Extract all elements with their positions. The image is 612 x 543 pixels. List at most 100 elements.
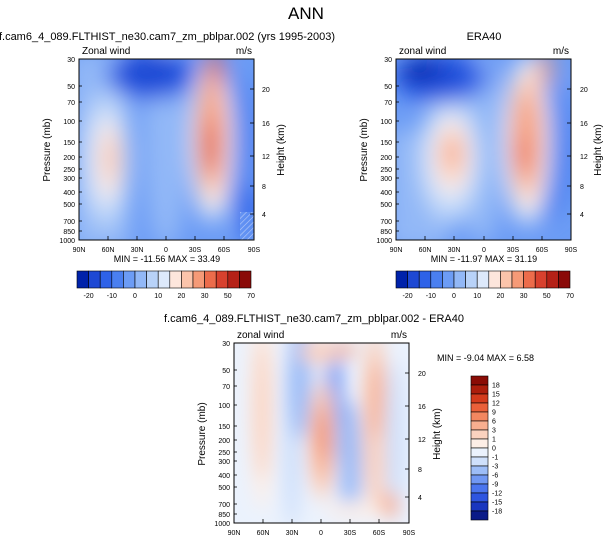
- y2-tick-label: 12: [418, 437, 426, 444]
- panel-era40-ylabel: Pressure (mb): [359, 118, 370, 181]
- colorbar-tick-label: 50: [543, 293, 551, 300]
- colorbar-bin: [99, 270, 113, 289]
- y-tick-label: 70: [222, 384, 230, 391]
- y2-tick-label: 8: [418, 467, 422, 474]
- panel-difference: f.cam6_4_089.FLTHIST_ne30.cam7_zm_pblpar…: [164, 313, 534, 537]
- panel-era40-title: ERA40: [467, 31, 502, 43]
- panel-era40-stats: MIN = -11.97 MAX = 31.19: [431, 254, 537, 264]
- panel-diff-left-label: zonal wind: [237, 330, 284, 341]
- colorbar-bin: [470, 375, 489, 386]
- colorbar-bin: [470, 465, 489, 476]
- y-tick-label: 200: [218, 438, 230, 445]
- colorbar-tick-label: -1: [492, 455, 498, 462]
- panel-model-stats: MIN = -11.56 MAX = 33.49: [114, 254, 220, 264]
- panel-era40-y2-ticks: 20 16 12 8 4: [580, 87, 588, 219]
- y2-tick-label: 8: [580, 184, 584, 191]
- x-tick-label: 60S: [536, 247, 549, 254]
- y-tick-label: 400: [218, 473, 230, 480]
- panel-model-left-label: Zonal wind: [82, 46, 130, 57]
- colorbar-bin: [442, 270, 455, 289]
- y-tick-label: 400: [63, 190, 75, 197]
- x-tick-label: 60N: [257, 530, 270, 537]
- panel-era40-units: m/s: [553, 46, 569, 57]
- y-tick-label: 250: [380, 167, 392, 174]
- y-tick-label: 700: [218, 502, 230, 509]
- colorbar-bin: [470, 393, 489, 404]
- colorbar-tick-label: 0: [452, 293, 456, 300]
- y2-tick-label: 8: [262, 184, 266, 191]
- y2-tick-label: 20: [262, 87, 270, 94]
- colorbar-tick-label: -20: [403, 293, 413, 300]
- colorbar-bin: [470, 483, 489, 494]
- colorbar-bin: [215, 270, 229, 289]
- y-tick-label: 150: [218, 424, 230, 431]
- colorbar-tick-label: -3: [492, 464, 498, 471]
- colorbar-bin: [470, 438, 489, 449]
- y-tick-label: 30: [67, 57, 75, 64]
- colorbar-bin: [192, 270, 205, 289]
- colorbar-bin: [488, 270, 501, 289]
- panel-model-y2-ticks: 20 16 12 8 4: [262, 87, 270, 219]
- colorbar-model: -20 -10 0 10 20 30 50 70: [76, 270, 255, 300]
- colorbar-tick-label: 70: [566, 293, 574, 300]
- panel-model-title: f.cam6_4_089.FLTHIST_ne30.cam7_zm_pblpar…: [0, 31, 335, 43]
- panel-diff-y2label: Height (km): [432, 408, 443, 460]
- colorbar-bin: [546, 270, 559, 289]
- y2-tick-label: 4: [262, 212, 266, 219]
- colorbar-bin: [558, 270, 571, 289]
- colorbar-bin: [157, 270, 171, 289]
- colorbar-bin: [169, 270, 182, 289]
- panel-diff-frame: [233, 342, 410, 524]
- x-tick-label: 30N: [286, 530, 299, 537]
- panel-diff-x-ticks: 90N 60N 30N 0 30S 60S 90S: [228, 530, 416, 537]
- y-tick-label: 100: [63, 119, 75, 126]
- x-tick-label: 30N: [131, 247, 144, 254]
- y2-tick-label: 16: [262, 121, 270, 128]
- colorbar-bin: [76, 270, 89, 289]
- y-tick-label: 50: [384, 84, 392, 91]
- x-tick-label: 30S: [189, 247, 202, 254]
- colorbar-bin: [534, 270, 548, 289]
- colorbar-tick-label: -18: [492, 509, 502, 516]
- colorbar-bin: [430, 270, 443, 289]
- y2-tick-label: 20: [418, 371, 426, 378]
- panel-era40: ERA40 zonal wind m/s: [359, 31, 604, 264]
- colorbar-bin: [134, 270, 147, 289]
- y-tick-label: 1000: [214, 521, 230, 528]
- y-tick-label: 500: [63, 202, 75, 209]
- colorbar-tick-label: -15: [492, 500, 502, 507]
- colorbar-tick-label: 50: [224, 293, 232, 300]
- colorbar-tick-label: 20: [497, 293, 505, 300]
- panel-era40-left-label: zonal wind: [399, 46, 446, 57]
- y-tick-label: 400: [380, 190, 392, 197]
- colorbar-bin: [470, 402, 489, 413]
- colorbar-tick-label: 0: [133, 293, 137, 300]
- y-tick-label: 850: [380, 229, 392, 236]
- panel-era40-tick-marks: [395, 58, 572, 240]
- colorbar-bin: [88, 270, 101, 289]
- x-tick-label: 30S: [507, 247, 520, 254]
- colorbar-bin: [470, 474, 489, 485]
- colorbar-tick-label: 10: [154, 293, 162, 300]
- colorbar-bin: [470, 420, 489, 431]
- panel-model-x-ticks: 90N 60N 30N 0 30S 60S 90S: [73, 247, 261, 254]
- colorbar-bin: [470, 411, 489, 422]
- panel-model-units: m/s: [236, 46, 252, 57]
- x-tick-label: 60S: [373, 530, 386, 537]
- colorbar-tick-label: -9: [492, 482, 498, 489]
- y-tick-label: 500: [380, 202, 392, 209]
- y-tick-label: 70: [67, 100, 75, 107]
- colorbar-bin: [523, 270, 536, 289]
- y-tick-label: 150: [380, 140, 392, 147]
- x-tick-label: 90S: [565, 247, 578, 254]
- colorbar-bin: [470, 492, 489, 503]
- colorbar-bin: [511, 270, 524, 289]
- y-tick-label: 150: [63, 140, 75, 147]
- y-tick-label: 1000: [59, 238, 75, 245]
- colorbar-bin: [407, 270, 420, 289]
- x-tick-label: 90N: [390, 247, 403, 254]
- colorbar-bin: [181, 270, 194, 289]
- panel-era40-y2label: Height (km): [593, 124, 604, 176]
- panel-model-y2label: Height (km): [276, 124, 287, 176]
- y-tick-label: 50: [67, 84, 75, 91]
